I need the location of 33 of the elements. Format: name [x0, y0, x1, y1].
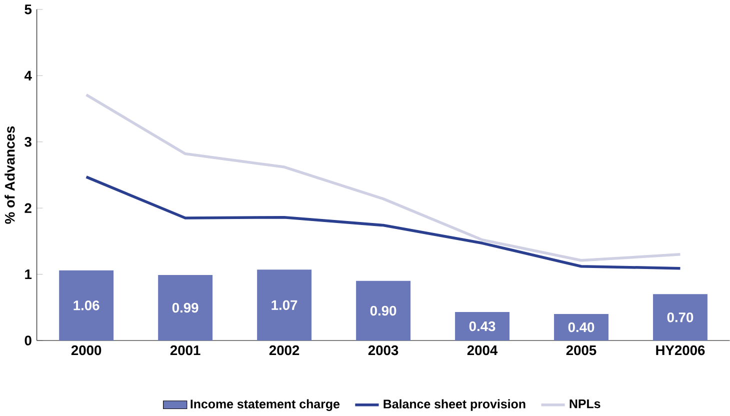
y-tick-label: 4 [24, 70, 32, 80]
data-label: 0.90 [370, 306, 396, 316]
bar [59, 270, 114, 341]
line-series [84, 94, 682, 262]
y-tick-label: 2 [24, 203, 32, 213]
bar [455, 312, 510, 341]
x-tick-label: HY2006 [656, 345, 705, 356]
x-tick-label: 2005 [566, 345, 596, 356]
bar [158, 275, 213, 341]
y-tick-label: 1 [25, 270, 32, 280]
x-tick-label: 2001 [170, 345, 200, 356]
x-tick-label: 2002 [269, 345, 300, 356]
data-label: 1.07 [272, 300, 298, 310]
data-label: 0.40 [568, 322, 594, 332]
bar [554, 314, 608, 341]
data-label: 0.70 [667, 312, 694, 322]
bar [257, 270, 312, 341]
x-tick-label: 2000 [71, 345, 102, 356]
y-tick-label: 0 [24, 336, 32, 346]
x-tick-label: 2004 [467, 345, 498, 356]
bar [356, 280, 410, 341]
data-label: 1.06 [74, 300, 100, 310]
legend-label: NPLs [570, 400, 600, 408]
bar [653, 294, 708, 341]
x-tick-label: 2003 [368, 345, 398, 356]
data-label: 0.99 [172, 302, 198, 313]
legend-label: Income statement charge [190, 399, 340, 411]
legend-label: Balance sheet provision [384, 399, 526, 411]
y-tick-label: 3 [24, 137, 32, 147]
y-axis-title: % of Advances [4, 126, 15, 224]
y-tick-label: 5 [24, 4, 32, 14]
line-series [84, 176, 682, 270]
data-label: 0.43 [469, 321, 496, 332]
